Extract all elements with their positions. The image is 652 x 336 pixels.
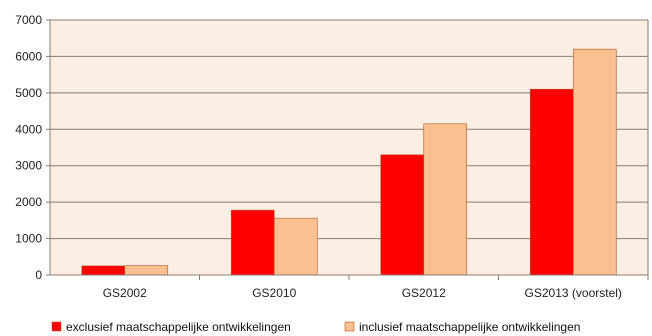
bar	[529, 88, 574, 276]
bar	[230, 209, 275, 276]
y-tick-label: 4000	[15, 122, 42, 136]
x-axis-labels: GS2002 GS2010 GS2012 GS2013 (voorstel)	[103, 275, 649, 300]
bar	[423, 123, 468, 276]
y-tick-label: 0	[35, 268, 42, 282]
x-category-label: GS2002	[103, 286, 147, 300]
y-tick-label: 6000	[15, 49, 42, 63]
y-axis-ticks: 0 1000 2000 3000 4000 5000 6000 7000	[15, 13, 50, 282]
gridlines	[50, 19, 648, 240]
legend-swatch	[51, 321, 62, 332]
legend: exclusief maatschappelijke ontwikkelinge…	[51, 320, 580, 334]
x-category-label: GS2010	[252, 286, 296, 300]
bar	[380, 154, 425, 276]
bar	[572, 48, 617, 276]
bar	[124, 265, 169, 276]
bar	[81, 265, 126, 276]
y-tick-label: 2000	[15, 195, 42, 209]
x-category-label: GS2013 (voorstel)	[525, 286, 622, 300]
y-tick-label: 5000	[15, 86, 42, 100]
x-category-label: GS2012	[402, 286, 446, 300]
y-tick-label: 1000	[15, 232, 42, 246]
y-tick-label: 7000	[15, 13, 42, 27]
legend-label: exclusief maatschappelijke ontwikkelinge…	[66, 320, 291, 334]
bar	[273, 217, 318, 276]
legend-label: inclusief maatschappelijke ontwikkelinge…	[359, 320, 580, 334]
legend-swatch	[344, 321, 355, 332]
y-tick-label: 3000	[15, 159, 42, 173]
bars	[81, 48, 617, 276]
